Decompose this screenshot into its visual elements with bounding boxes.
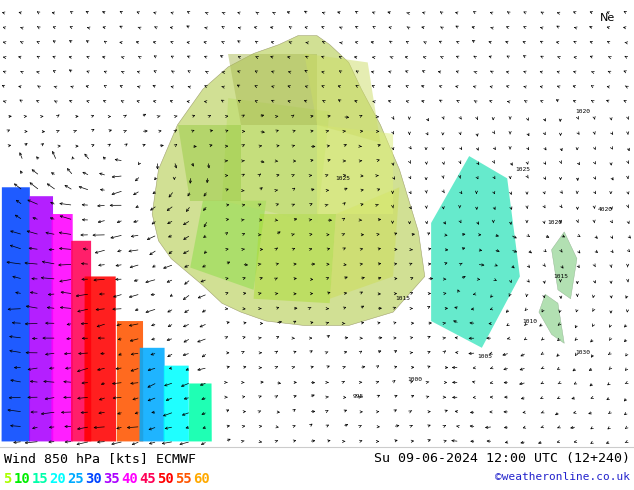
Polygon shape — [0, 0, 634, 446]
Text: 1015: 1015 — [395, 296, 410, 301]
Text: 1000: 1000 — [408, 376, 423, 382]
Text: ©weatheronline.co.uk: ©weatheronline.co.uk — [495, 472, 630, 482]
Text: 4020: 4020 — [598, 207, 613, 212]
Text: 5: 5 — [3, 472, 11, 486]
Text: 35: 35 — [103, 472, 120, 486]
Text: 40: 40 — [121, 472, 138, 486]
Polygon shape — [330, 187, 399, 299]
Text: 1015: 1015 — [553, 274, 569, 279]
Polygon shape — [317, 125, 393, 214]
Polygon shape — [254, 214, 336, 303]
Text: 10: 10 — [14, 472, 30, 486]
Text: 15: 15 — [32, 472, 48, 486]
Text: 1020: 1020 — [547, 220, 562, 225]
Polygon shape — [552, 232, 577, 299]
Polygon shape — [189, 384, 212, 441]
Polygon shape — [29, 196, 53, 441]
Polygon shape — [431, 156, 520, 348]
Polygon shape — [139, 348, 165, 441]
Text: 1030: 1030 — [576, 350, 591, 355]
Polygon shape — [84, 276, 116, 441]
Text: Su 09-06-2024 12:00 UTC (12+240): Su 09-06-2024 12:00 UTC (12+240) — [374, 452, 630, 465]
Polygon shape — [228, 53, 317, 125]
Text: 1025: 1025 — [335, 176, 350, 181]
Polygon shape — [2, 187, 30, 441]
Polygon shape — [304, 53, 380, 143]
Polygon shape — [222, 98, 330, 223]
Polygon shape — [190, 201, 266, 290]
Text: 1005: 1005 — [477, 354, 493, 359]
Text: 1010: 1010 — [522, 318, 537, 323]
Text: 25: 25 — [67, 472, 84, 486]
Text: 1020: 1020 — [576, 109, 591, 114]
Polygon shape — [117, 321, 143, 441]
Text: 45: 45 — [139, 472, 156, 486]
Text: 1025: 1025 — [515, 167, 531, 172]
Polygon shape — [152, 36, 425, 325]
Text: Ne: Ne — [600, 13, 615, 24]
Text: 995: 995 — [353, 394, 364, 399]
Polygon shape — [178, 125, 241, 201]
Polygon shape — [71, 241, 91, 441]
Polygon shape — [164, 366, 189, 441]
Polygon shape — [539, 294, 564, 343]
Text: 50: 50 — [157, 472, 174, 486]
Text: 55: 55 — [175, 472, 191, 486]
Text: 20: 20 — [49, 472, 66, 486]
Text: 60: 60 — [193, 472, 209, 486]
Text: 30: 30 — [86, 472, 102, 486]
Text: Wind 850 hPa [kts] ECMWF: Wind 850 hPa [kts] ECMWF — [4, 452, 196, 465]
Polygon shape — [51, 214, 73, 441]
